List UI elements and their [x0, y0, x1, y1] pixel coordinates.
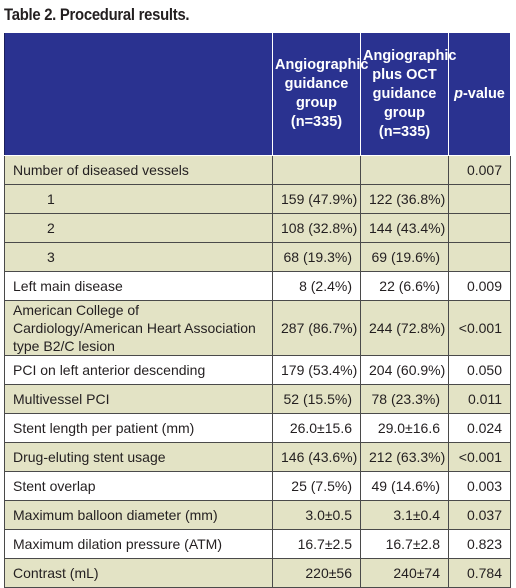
table-row: Stent length per patient (mm) 26.0±15.6 … [4, 413, 511, 443]
cell-p-value: 0.024 [448, 413, 511, 443]
cell-angiographic: 26.0±15.6 [272, 413, 361, 443]
cell-p-value: <0.001 [448, 300, 511, 356]
cell-oct: 29.0±16.6 [360, 413, 449, 443]
table-row: Maximum balloon diameter (mm) 3.0±0.5 3.… [4, 500, 511, 530]
row-label: 2 [4, 213, 273, 243]
cell-oct: 204 (60.9%) [360, 355, 449, 385]
table-row: PCI on left anterior descending 179 (53.… [4, 355, 511, 385]
table-row: American College of Cardiology/American … [4, 300, 511, 356]
cell-p-value: <0.001 [448, 442, 511, 472]
table-row: Maximum dilation pressure (ATM) 16.7±2.5… [4, 529, 511, 559]
table-title: Table 2. Procedural results. [4, 6, 190, 24]
header-angiographic-group: Angiographic guidance group (n=335) [272, 32, 368, 156]
results-table: Angiographic guidance group (n=335) Angi… [4, 32, 511, 588]
cell-angiographic: 52 (15.5%) [272, 384, 361, 414]
cell-p-value: 0.050 [448, 355, 511, 385]
row-label: Drug-eluting stent usage [4, 442, 273, 472]
table-row: Contrast (mL) 220±56 240±74 0.784 [4, 558, 511, 588]
cell-angiographic: 108 (32.8%) [272, 213, 361, 243]
cell-oct: 144 (43.4%) [360, 213, 449, 243]
cell-oct: 122 (36.8%) [360, 184, 449, 214]
cell-oct: 78 (23.3%) [360, 384, 449, 414]
cell-oct: 49 (14.6%) [360, 471, 449, 501]
cell-oct: 240±74 [360, 558, 449, 588]
row-label: American College of Cardiology/American … [4, 300, 273, 356]
cell-p-value [448, 242, 511, 272]
row-label: Stent length per patient (mm) [4, 413, 273, 443]
cell-oct [360, 155, 449, 185]
cell-angiographic: 159 (47.9%) [272, 184, 361, 214]
row-label: Multivessel PCI [4, 384, 273, 414]
cell-angiographic: 16.7±2.5 [272, 529, 361, 559]
table-row: Left main disease 8 (2.4%) 22 (6.6%) 0.0… [4, 271, 511, 301]
cell-angiographic: 179 (53.4%) [272, 355, 361, 385]
table-row: 1 159 (47.9%) 122 (36.8%) [4, 184, 511, 214]
cell-p-value: 0.823 [448, 529, 511, 559]
cell-p-value: 0.037 [448, 500, 511, 530]
row-label: Maximum dilation pressure (ATM) [4, 529, 273, 559]
cell-angiographic [272, 155, 361, 185]
cell-p-value: 0.784 [448, 558, 511, 588]
row-label: Left main disease [4, 271, 273, 301]
cell-oct: 16.7±2.8 [360, 529, 449, 559]
row-label: Contrast (mL) [4, 558, 273, 588]
row-label: Stent overlap [4, 471, 273, 501]
row-label: Number of diseased vessels [4, 155, 273, 185]
cell-angiographic: 287 (86.7%) [272, 300, 361, 356]
table-row: 2 108 (32.8%) 144 (43.4%) [4, 213, 511, 243]
cell-oct: 22 (6.6%) [360, 271, 449, 301]
cell-oct: 69 (19.6%) [360, 242, 449, 272]
cell-angiographic: 220±56 [272, 558, 361, 588]
row-label: 1 [4, 184, 273, 214]
header-oct-group: Angiographic plus OCT guidance group (n=… [360, 32, 456, 156]
cell-oct: 3.1±0.4 [360, 500, 449, 530]
header-characteristic [4, 32, 273, 156]
cell-oct: 244 (72.8%) [360, 300, 449, 356]
table-row: Stent overlap 25 (7.5%) 49 (14.6%) 0.003 [4, 471, 511, 501]
table-row: Drug-eluting stent usage 146 (43.6%) 212… [4, 442, 511, 472]
cell-oct: 212 (63.3%) [360, 442, 449, 472]
row-label: 3 [4, 242, 273, 272]
table-header-row: Angiographic guidance group (n=335) Angi… [4, 32, 511, 156]
cell-p-value [448, 184, 511, 214]
cell-angiographic: 3.0±0.5 [272, 500, 361, 530]
cell-p-value: 0.007 [448, 155, 511, 185]
cell-p-value: 0.003 [448, 471, 511, 501]
cell-p-value: 0.009 [448, 271, 511, 301]
row-label: PCI on left anterior descending [4, 355, 273, 385]
table-row: 3 68 (19.3%) 69 (19.6%) [4, 242, 511, 272]
row-label: Maximum balloon diameter (mm) [4, 500, 273, 530]
cell-angiographic: 8 (2.4%) [272, 271, 361, 301]
cell-angiographic: 25 (7.5%) [272, 471, 361, 501]
cell-angiographic: 146 (43.6%) [272, 442, 361, 472]
cell-angiographic: 68 (19.3%) [272, 242, 361, 272]
cell-p-value: 0.011 [448, 384, 511, 414]
cell-p-value [448, 213, 511, 243]
table-row: Multivessel PCI 52 (15.5%) 78 (23.3%) 0.… [4, 384, 511, 414]
header-p-value: p-value [448, 32, 511, 156]
table-row: Number of diseased vessels 0.007 [4, 155, 511, 185]
